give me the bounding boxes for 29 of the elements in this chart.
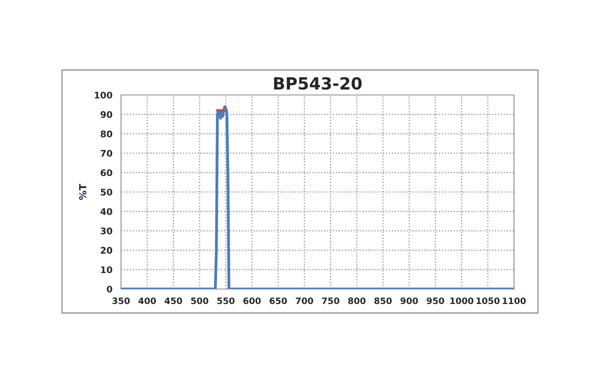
x-tick-label: 1100 bbox=[502, 297, 526, 304]
x-tick-label: 850 bbox=[374, 297, 392, 304]
x-tick-label: 650 bbox=[270, 297, 287, 304]
y-tick-label: 70 bbox=[100, 150, 112, 157]
y-tick-label: 40 bbox=[100, 208, 112, 215]
x-tick-label: 400 bbox=[138, 297, 156, 304]
y-tick-label: 60 bbox=[100, 169, 112, 176]
x-tick-label: 350 bbox=[112, 297, 130, 304]
x-tick-label: 800 bbox=[348, 297, 366, 304]
x-tick-label: 750 bbox=[322, 297, 340, 304]
y-tick-label: 90 bbox=[100, 111, 112, 118]
y-tick-label: 20 bbox=[100, 246, 112, 254]
y-tick-label: 10 bbox=[101, 266, 112, 274]
chart-title: BP543-20 bbox=[274, 77, 362, 90]
y-tick-label: 0 bbox=[106, 286, 112, 293]
x-tick-label: 600 bbox=[243, 297, 261, 304]
y-tick-label: 30 bbox=[100, 228, 112, 234]
x-tick-label: 1000 bbox=[450, 297, 474, 304]
x-tick-label: 500 bbox=[191, 297, 208, 304]
x-tick-label: 950 bbox=[426, 297, 444, 304]
x-tick-label: 450 bbox=[164, 297, 182, 304]
y-axis-title: %T bbox=[79, 184, 86, 200]
y-tick-label: 50 bbox=[100, 188, 112, 196]
x-tick-label: 700 bbox=[296, 297, 314, 304]
x-tick-label: 1050 bbox=[476, 297, 500, 304]
y-tick-label: 80 bbox=[100, 130, 112, 138]
y-tick-label: 100 bbox=[94, 92, 112, 99]
x-tick-label: 550 bbox=[217, 297, 235, 304]
x-tick-label: 900 bbox=[400, 297, 418, 304]
